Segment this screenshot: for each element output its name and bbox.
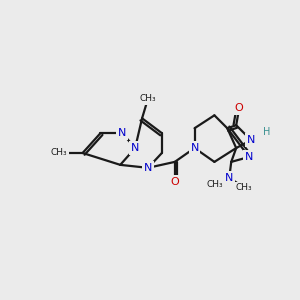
Text: CH₃: CH₃ [140,94,156,103]
Text: CH₃: CH₃ [236,183,252,192]
Text: N: N [245,152,253,162]
Text: N: N [225,173,233,183]
Text: H: H [263,127,271,137]
Text: N: N [247,135,255,145]
Text: N: N [144,163,152,173]
Text: N: N [131,143,139,153]
Text: CH₃: CH₃ [50,148,67,158]
Text: N: N [118,128,126,138]
Text: O: O [235,103,244,113]
Text: N: N [190,143,199,153]
Text: CH₃: CH₃ [206,180,223,189]
Text: O: O [170,177,179,187]
